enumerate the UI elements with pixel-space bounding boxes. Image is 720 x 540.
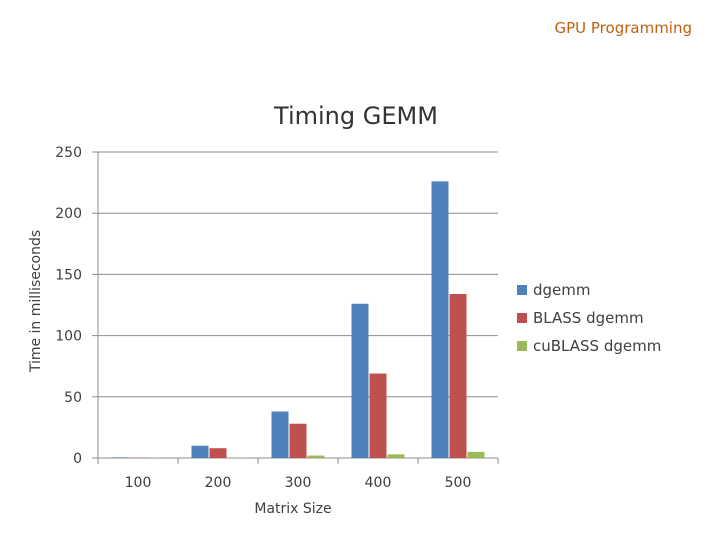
x-tick-label: 100 [125, 475, 152, 491]
y-tick-label: 150 [55, 267, 82, 283]
y-tick-label: 200 [55, 206, 82, 222]
header-text: GPU Programming [554, 19, 692, 37]
bar-cublass-dgemm-300 [307, 455, 325, 458]
bar-cublass-dgemm-400 [387, 454, 405, 458]
y-tick-label: 0 [73, 451, 82, 467]
y-axis-label: Time in milliseconds [28, 230, 44, 373]
legend: dgemm BLASS dgemm cuBLASS dgemm [517, 281, 661, 355]
y-tick-label: 250 [55, 145, 82, 161]
chart-title: Timing GEMM [273, 102, 438, 130]
x-tick-label: 500 [445, 475, 472, 491]
legend-label: dgemm [533, 281, 591, 299]
y-tick-label: 50 [64, 390, 82, 406]
bar-dgemm-300 [271, 411, 289, 458]
bar-blass-dgemm-300 [289, 423, 307, 458]
y-tick-labels: 0 50 100 150 200 250 [55, 145, 82, 467]
bars [111, 181, 485, 458]
bar-blass-dgemm-200 [209, 448, 227, 458]
x-tick-labels: 100 200 300 400 500 [125, 475, 472, 491]
bar-dgemm-500 [431, 181, 449, 458]
bar-dgemm-400 [351, 303, 369, 458]
legend-label: BLASS dgemm [533, 309, 644, 327]
legend-swatch [517, 285, 527, 295]
x-axis-label: Matrix Size [254, 501, 331, 517]
y-tick-label: 100 [55, 329, 82, 345]
x-tick-label: 400 [365, 475, 392, 491]
x-tick-label: 200 [205, 475, 232, 491]
legend-swatch [517, 341, 527, 351]
legend-label: cuBLASS dgemm [533, 337, 661, 355]
bar-dgemm-200 [191, 445, 209, 458]
legend-swatch [517, 313, 527, 323]
bar-blass-dgemm-500 [449, 293, 467, 458]
bar-dgemm-100 [111, 457, 129, 458]
bar-blass-dgemm-400 [369, 373, 387, 458]
bar-cublass-dgemm-500 [467, 451, 485, 458]
x-tick-label: 300 [285, 475, 312, 491]
